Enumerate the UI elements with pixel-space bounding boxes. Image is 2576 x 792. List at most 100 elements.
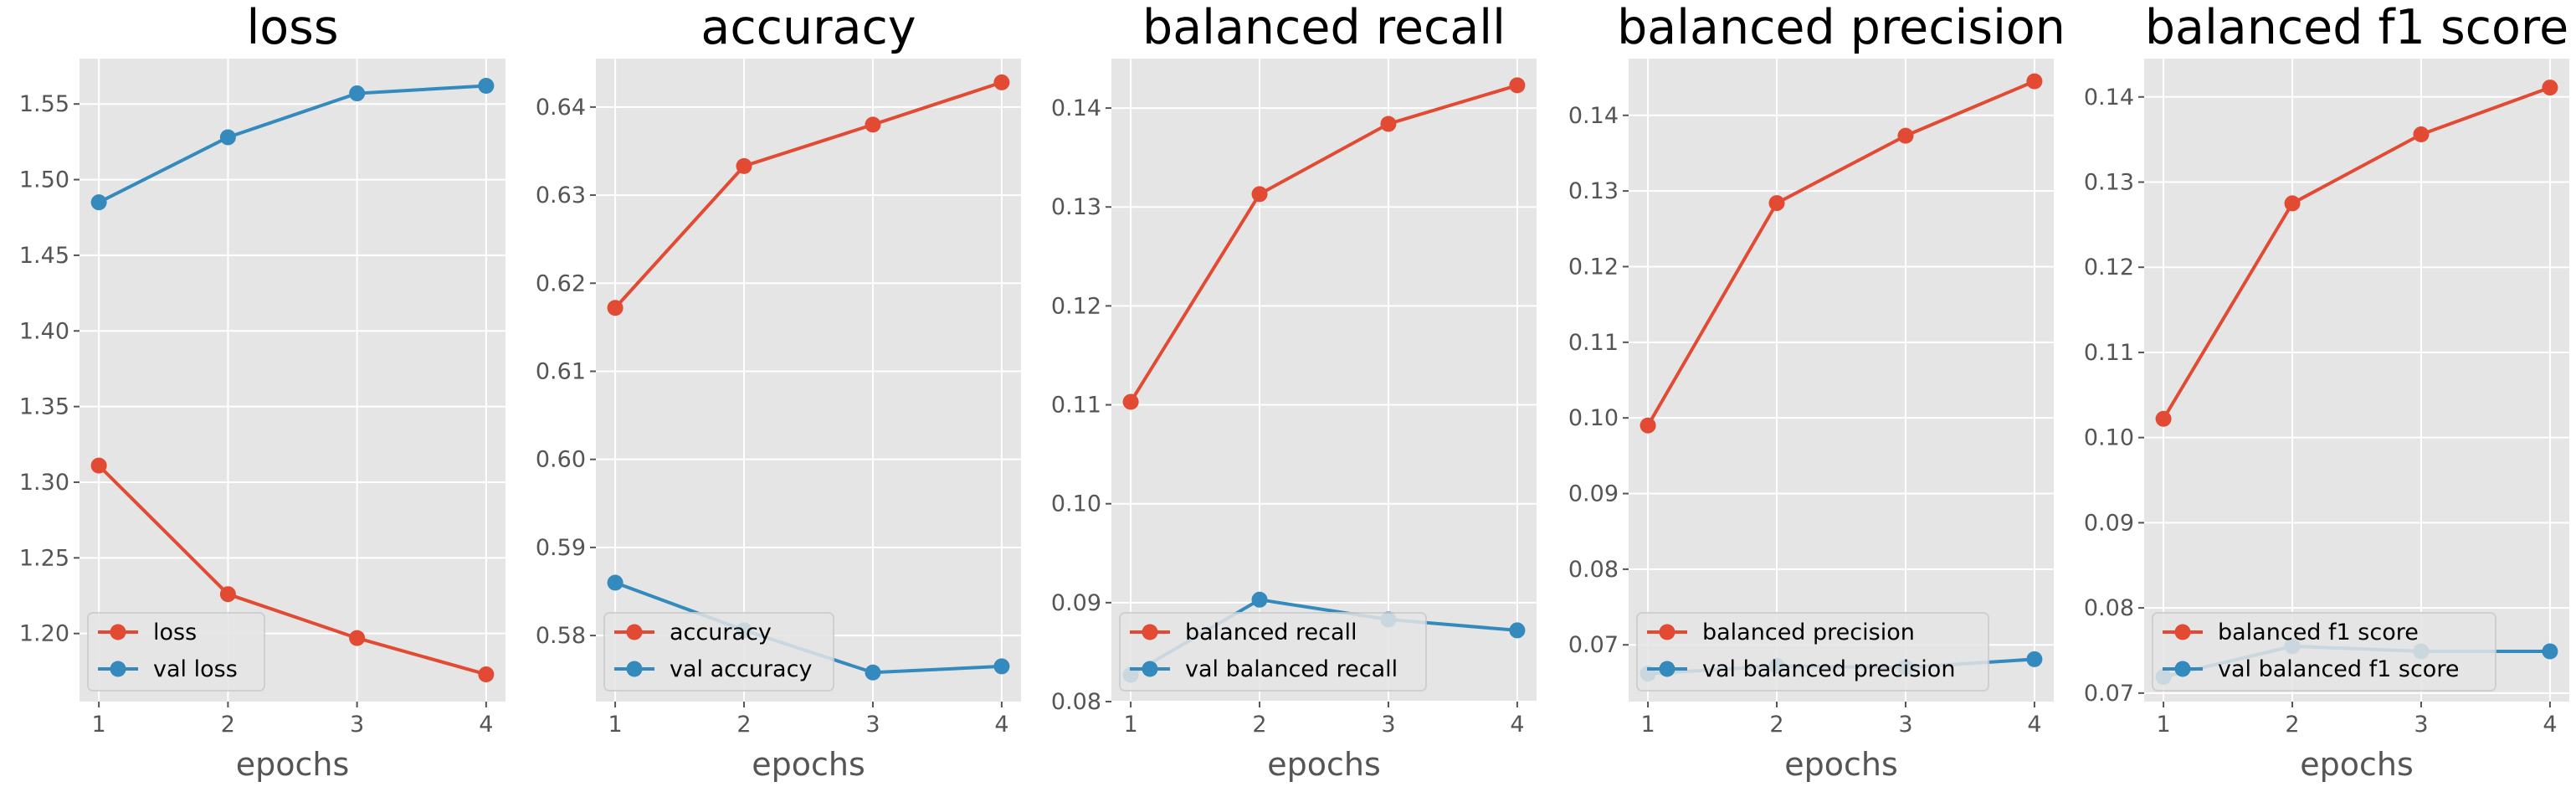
legend-entry-label: balanced f1 score [2218, 620, 2419, 645]
legend-entry-label: accuracy [670, 620, 772, 645]
x-axis-label: epochs [1784, 746, 1898, 783]
y-tick-label: 0.13 [1051, 194, 1101, 220]
data-point [2155, 410, 2172, 427]
legend-swatch-marker [1659, 624, 1675, 640]
legend-entry-label: balanced recall [1185, 620, 1357, 645]
legend-swatch-marker [2174, 624, 2191, 640]
legend-swatch-marker [1659, 661, 1675, 677]
data-point [1509, 77, 1526, 94]
legend-swatch-marker [626, 661, 643, 677]
data-point [478, 78, 495, 95]
y-tick-label: 0.11 [2084, 340, 2134, 366]
y-tick-label: 1.20 [19, 621, 69, 647]
data-point [90, 194, 107, 211]
legend: loss val loss [87, 612, 265, 692]
series-line-val-loss [98, 84, 486, 204]
legend-box [603, 612, 834, 692]
x-axis-label: epochs [236, 746, 350, 783]
data-point [607, 574, 623, 591]
legend-swatch-marker [110, 624, 126, 640]
y-tick-label: 0.10 [1051, 491, 1101, 517]
chart-panel-4: 0.07 0.08 0.09 0.10 0.11 0.12 0.13 0.14 1 2 3 4 bala… [1568, 0, 2065, 783]
x-tick-label: 3 [2414, 712, 2428, 738]
chart-panel-5: 0.07 0.08 0.09 0.10 0.11 0.12 0.13 0.14 1 2 3 4 bala… [2084, 0, 2569, 783]
legend-entry-label: loss [153, 620, 197, 645]
series-line-balanced-f1-score [2162, 85, 2551, 420]
x-tick-label: 3 [1381, 712, 1395, 738]
data-point [1509, 622, 1526, 639]
y-tick-label: 0.12 [2084, 255, 2134, 280]
plot-area [2144, 59, 2569, 702]
data-point [865, 664, 881, 681]
legend-swatch-marker [2174, 661, 2191, 677]
y-tick-label: 1.50 [19, 167, 69, 193]
x-tick-label: 4 [2543, 712, 2557, 738]
chart-title: balanced f1 score [2145, 0, 2568, 55]
y-tick-label: 0.13 [2084, 169, 2134, 195]
legend-swatch-marker [110, 661, 126, 677]
y-tick-label: 0.14 [1051, 95, 1101, 121]
y-tick-label: 0.10 [2084, 425, 2134, 451]
x-tick-label: 1 [92, 712, 106, 738]
legend: balanced precision val balanced precision [1636, 612, 1989, 692]
x-tick-label: 4 [994, 712, 1008, 738]
y-tick-label: 0.09 [1568, 481, 1619, 507]
x-tick-label: 1 [1123, 712, 1137, 738]
x-tick-label: 2 [221, 712, 235, 738]
plot-area [80, 59, 505, 702]
x-tick-label: 1 [608, 712, 622, 738]
y-tick-label: 0.08 [1051, 689, 1101, 715]
y-tick-label: 0.64 [536, 95, 586, 121]
data-point [1768, 195, 1785, 212]
chart-title: accuracy [700, 0, 916, 55]
data-point [90, 457, 107, 474]
series-line-balanced-recall [1129, 83, 1518, 404]
x-tick-label: 2 [2285, 712, 2299, 738]
legend-entry-label: val loss [153, 656, 238, 682]
y-tick-label: 0.11 [1051, 393, 1101, 419]
data-point [219, 586, 236, 603]
data-point [2542, 643, 2558, 660]
legend-box [1636, 612, 1989, 692]
legend-entry-label: val accuracy [670, 656, 812, 682]
data-point [993, 74, 1010, 90]
x-tick-label: 3 [1898, 712, 1912, 738]
x-axis-label: epochs [752, 746, 865, 783]
y-tick-label: 1.40 [19, 318, 69, 344]
y-tick-label: 1.45 [19, 243, 69, 269]
chart-title: balanced recall [1142, 0, 1506, 55]
data-point [607, 300, 623, 316]
chart-panel-1: 1.20 1.25 1.30 1.35 1.40 1.45 1.50 1.55 1 2 3 4 loss… [19, 0, 505, 783]
x-axis-label: epochs [2300, 746, 2414, 783]
x-tick-label: 3 [350, 712, 364, 738]
y-tick-label: 0.58 [536, 623, 586, 649]
plot-area [1629, 59, 2054, 702]
legend: balanced recall val balanced recall [1119, 612, 1427, 692]
data-point [2542, 80, 2558, 96]
data-point [1122, 393, 1139, 410]
series-line-accuracy [613, 80, 1003, 310]
x-tick-label: 2 [736, 712, 751, 738]
chart-panel-2: 0.58 0.59 0.60 0.61 0.62 0.63 0.64 1 2 3 4 accuracy… [536, 0, 1021, 783]
data-point [2026, 73, 2043, 90]
x-tick-label: 3 [865, 712, 880, 738]
legend-entry-label: val balanced f1 score [2218, 656, 2459, 682]
x-tick-label: 2 [1769, 712, 1783, 738]
y-tick-label: 0.07 [1568, 632, 1619, 658]
legend-swatch-marker [1142, 661, 1158, 677]
y-tick-label: 1.30 [19, 470, 69, 496]
data-point [478, 666, 495, 682]
y-tick-label: 0.09 [1051, 590, 1101, 616]
x-axis-label: epochs [1267, 746, 1381, 783]
y-tick-label: 0.09 [2084, 510, 2134, 536]
legend-box [1119, 612, 1427, 692]
legend: accuracy val accuracy [603, 612, 834, 692]
plot-area [1111, 59, 1537, 702]
data-point [736, 157, 752, 174]
y-tick-label: 1.35 [19, 394, 69, 420]
chart-title: balanced precision [1617, 0, 2065, 55]
y-tick-label: 1.25 [19, 545, 69, 571]
y-tick-label: 0.59 [536, 535, 586, 561]
data-point [1251, 591, 1268, 608]
